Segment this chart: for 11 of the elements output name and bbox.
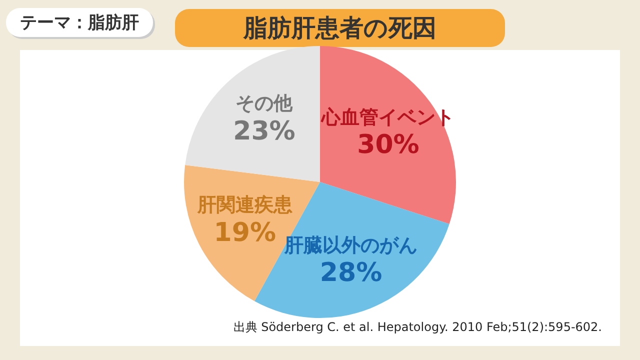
data-label: 23% <box>233 116 296 146</box>
text: テーマ：脂肪肝 <box>6 8 153 37</box>
slice-label: 肝臓以外のがん <box>284 234 418 256</box>
slice-label: 心血管イベント <box>320 106 455 128</box>
data-label: 30% <box>357 130 420 160</box>
chart-title: 脂肪肝患者の死因 <box>175 9 505 47</box>
slice-label: 肝関連疾患 <box>196 194 294 216</box>
data-label: 19% <box>214 218 276 248</box>
slice-label: その他 <box>236 92 294 115</box>
source-note: 出典 Söderberg C. et al. Hepatology. 2010 Feb;51(2):595-602. <box>233 319 602 336</box>
data-label: 28% <box>320 258 382 288</box>
